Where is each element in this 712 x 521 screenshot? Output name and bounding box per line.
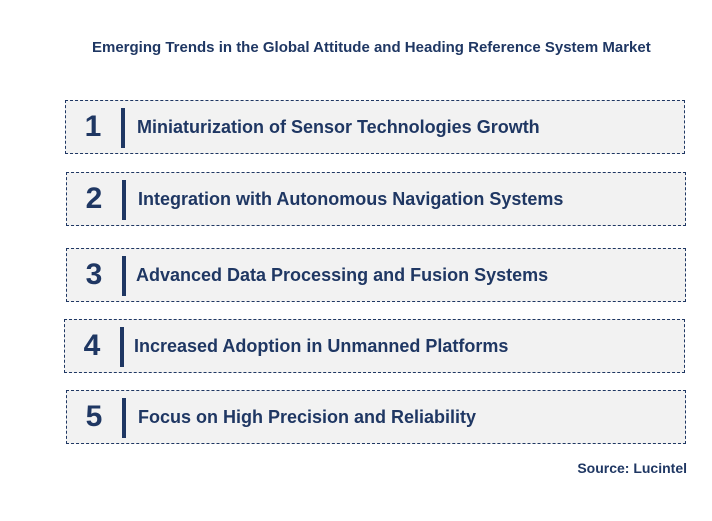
- trend-number: 5: [85, 400, 103, 433]
- source-note: Source: Lucintel: [577, 460, 687, 476]
- divider-bar: [122, 180, 126, 220]
- divider-bar: [120, 327, 124, 367]
- divider-bar: [121, 108, 125, 148]
- trend-number: 4: [83, 329, 101, 362]
- divider-bar: [122, 256, 126, 296]
- trend-label: Integration with Autonomous Navigation S…: [138, 188, 564, 209]
- trend-label: Increased Adoption in Unmanned Platforms: [134, 335, 509, 356]
- trend-number: 1: [84, 110, 102, 143]
- trend-label: Miniaturization of Sensor Technologies G…: [137, 116, 540, 137]
- trend-number: 3: [85, 258, 103, 291]
- trend-item-5: 5 Focus on High Precision and Reliabilit…: [66, 390, 686, 444]
- trend-item-2: 2 Integration with Autonomous Navigation…: [66, 172, 686, 226]
- trend-label: Advanced Data Processing and Fusion Syst…: [136, 264, 549, 285]
- trend-number: 2: [85, 182, 103, 215]
- divider-bar: [122, 398, 126, 438]
- trend-item-3: 3 Advanced Data Processing and Fusion Sy…: [66, 248, 686, 302]
- trend-item-4: 4 Increased Adoption in Unmanned Platfor…: [64, 319, 685, 373]
- trend-label: Focus on High Precision and Reliability: [138, 406, 477, 427]
- diagram-title: Emerging Trends in the Global Attitude a…: [92, 39, 651, 56]
- trend-item-1: 1 Miniaturization of Sensor Technologies…: [65, 100, 685, 154]
